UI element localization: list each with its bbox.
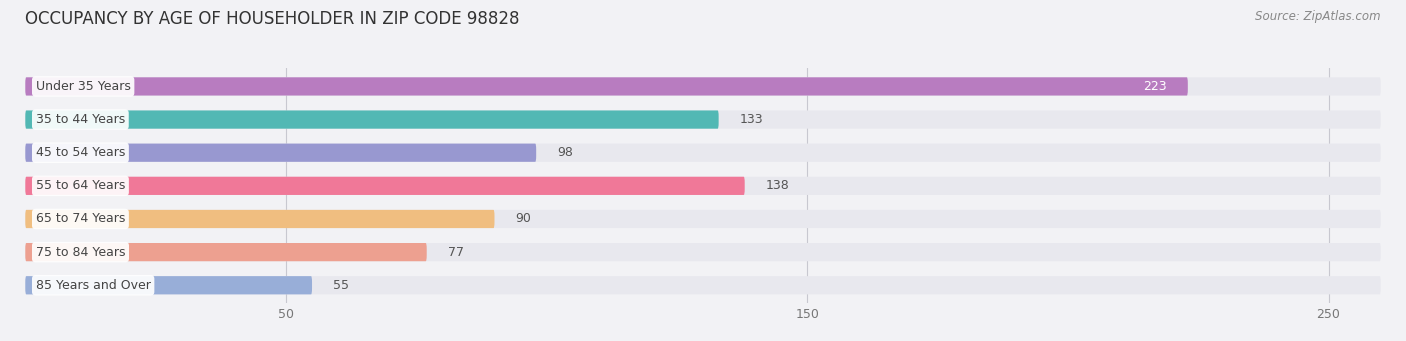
Text: Under 35 Years: Under 35 Years	[35, 80, 131, 93]
Text: 45 to 54 Years: 45 to 54 Years	[35, 146, 125, 159]
Text: 65 to 74 Years: 65 to 74 Years	[35, 212, 125, 225]
FancyBboxPatch shape	[25, 210, 495, 228]
Text: 77: 77	[447, 246, 464, 258]
FancyBboxPatch shape	[25, 177, 745, 195]
FancyBboxPatch shape	[25, 276, 312, 294]
Text: 75 to 84 Years: 75 to 84 Years	[35, 246, 125, 258]
Text: OCCUPANCY BY AGE OF HOUSEHOLDER IN ZIP CODE 98828: OCCUPANCY BY AGE OF HOUSEHOLDER IN ZIP C…	[25, 10, 520, 28]
FancyBboxPatch shape	[25, 144, 536, 162]
FancyBboxPatch shape	[25, 210, 1381, 228]
Text: 133: 133	[740, 113, 763, 126]
FancyBboxPatch shape	[25, 77, 1381, 95]
Text: 138: 138	[765, 179, 789, 192]
FancyBboxPatch shape	[25, 77, 1188, 95]
Text: Source: ZipAtlas.com: Source: ZipAtlas.com	[1256, 10, 1381, 23]
Text: 35 to 44 Years: 35 to 44 Years	[35, 113, 125, 126]
FancyBboxPatch shape	[25, 110, 718, 129]
FancyBboxPatch shape	[25, 276, 1381, 294]
FancyBboxPatch shape	[25, 177, 1381, 195]
FancyBboxPatch shape	[25, 110, 1381, 129]
Text: 90: 90	[516, 212, 531, 225]
Text: 98: 98	[557, 146, 572, 159]
FancyBboxPatch shape	[25, 243, 1381, 261]
FancyBboxPatch shape	[25, 243, 426, 261]
Text: 55: 55	[333, 279, 349, 292]
Text: 55 to 64 Years: 55 to 64 Years	[35, 179, 125, 192]
Text: 223: 223	[1143, 80, 1167, 93]
Text: 85 Years and Over: 85 Years and Over	[35, 279, 150, 292]
FancyBboxPatch shape	[25, 144, 1381, 162]
